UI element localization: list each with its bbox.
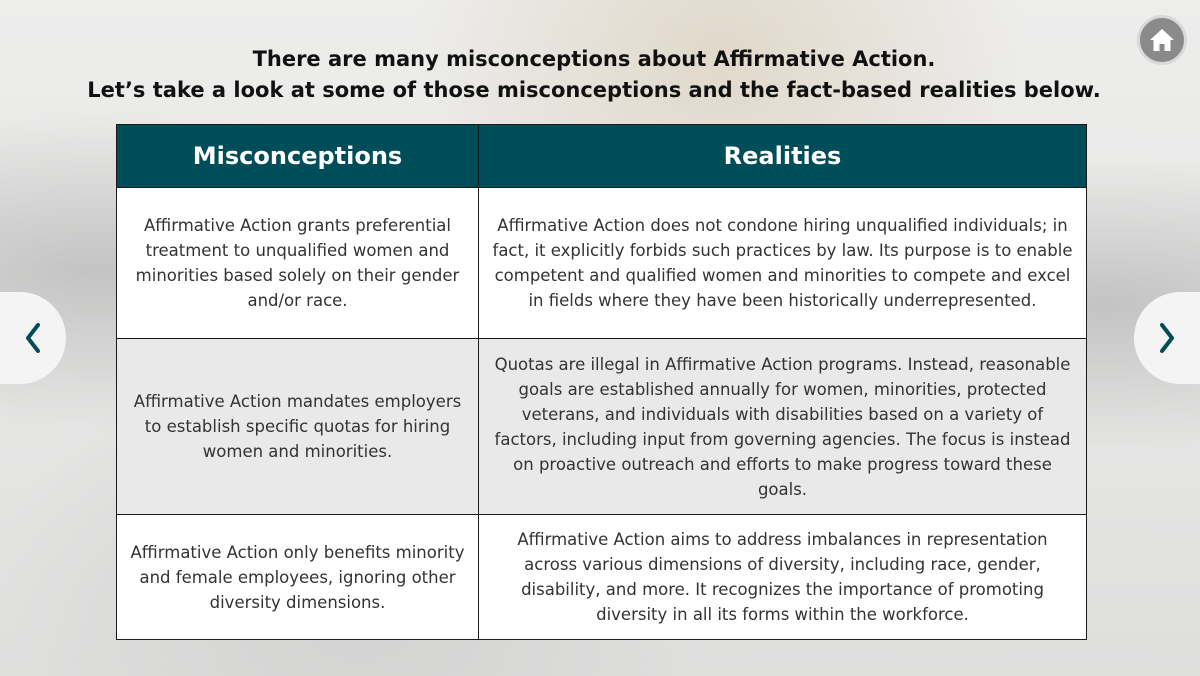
home-icon (1150, 29, 1174, 51)
reality-cell: Quotas are illegal in Affirmative Action… (478, 338, 1087, 515)
misconception-cell: Affirmative Action grants preferential t… (116, 187, 479, 339)
header-realities: Realities (478, 124, 1087, 188)
table-row: Affirmative Action mandates employers to… (116, 338, 1087, 515)
chevron-right-icon (1160, 323, 1174, 353)
table-row: Affirmative Action only benefits minorit… (116, 514, 1087, 640)
table-row: Affirmative Action grants preferential t… (116, 187, 1087, 339)
slide-title: There are many misconceptions about Affi… (40, 44, 1148, 106)
misconception-cell: Affirmative Action only benefits minorit… (116, 514, 479, 640)
previous-slide-button[interactable] (0, 292, 66, 384)
misconception-cell: Affirmative Action mandates employers to… (116, 338, 479, 515)
home-button[interactable] (1137, 15, 1187, 65)
header-misconceptions: Misconceptions (116, 124, 479, 188)
misconceptions-realities-table: Misconceptions Realities Affirmative Act… (116, 124, 1087, 640)
next-slide-button[interactable] (1134, 292, 1200, 384)
title-line-2: Let’s take a look at some of those misco… (87, 78, 1101, 102)
title-line-1: There are many misconceptions about Affi… (252, 47, 936, 71)
table-header-row: Misconceptions Realities (116, 124, 1087, 188)
chevron-left-icon (26, 323, 40, 353)
reality-cell: Affirmative Action aims to address imbal… (478, 514, 1087, 640)
reality-cell: Affirmative Action does not condone hiri… (478, 187, 1087, 339)
